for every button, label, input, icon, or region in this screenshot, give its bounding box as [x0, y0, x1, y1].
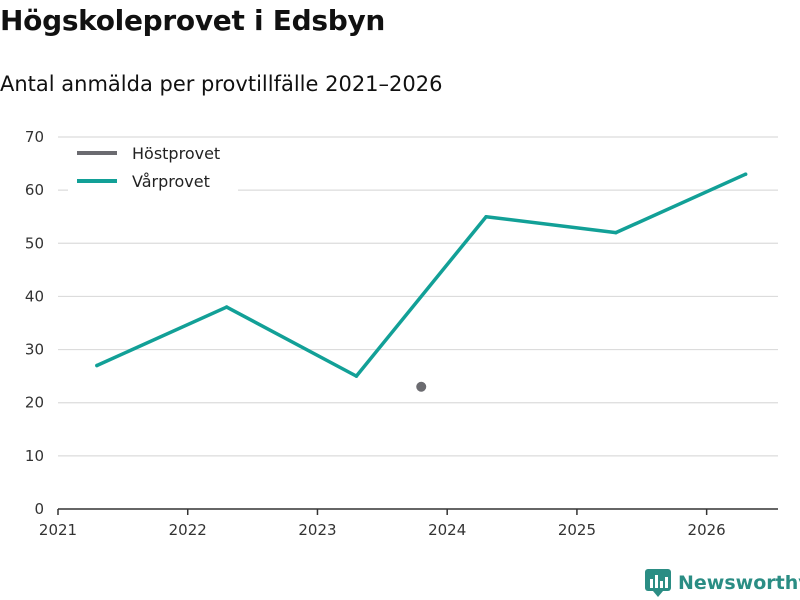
x-tick-label: 2022 [169, 521, 207, 539]
series-vårprovet [95, 172, 748, 378]
data-point [614, 230, 618, 235]
data-point [224, 305, 229, 309]
x-tick-label: 2025 [558, 521, 596, 539]
legend: Höstprovet Vårprovet [68, 138, 238, 198]
legend-label: Vårprovet [132, 172, 210, 191]
x-tick-label: 2023 [298, 521, 336, 539]
chart-title: Högskoleprovet i Edsbyn [0, 4, 386, 37]
data-point [484, 214, 488, 219]
series-layer [95, 172, 748, 392]
data-point [354, 374, 359, 378]
y-tick-label: 40 [25, 287, 44, 305]
y-axis-ticks: 0 10 20 30 40 50 60 70 [25, 128, 44, 518]
y-tick-label: 50 [25, 234, 44, 252]
data-point [743, 172, 748, 176]
y-tick-label: 60 [25, 181, 44, 199]
y-tick-label: 10 [25, 447, 44, 465]
legend-label: Höstprovet [132, 144, 220, 163]
newsworthy-logo-icon [645, 569, 671, 597]
x-axis: 2021 2022 2023 2024 2025 2026 [39, 508, 778, 539]
x-tick-label: 2026 [688, 521, 726, 539]
series-line [95, 172, 748, 378]
newsworthy-brand: Newsworthy [644, 568, 800, 598]
legend-box [68, 138, 238, 198]
y-tick-label: 0 [34, 500, 44, 518]
chart-subtitle: Antal anmälda per provtillfälle 2021–202… [0, 72, 443, 96]
data-point [95, 363, 99, 368]
series-höstprovet [416, 381, 427, 392]
data-point [416, 381, 427, 392]
y-tick-label: 70 [25, 128, 44, 146]
y-tick-label: 30 [25, 341, 44, 359]
y-tick-label: 20 [25, 394, 44, 412]
x-tick-label: 2024 [428, 521, 466, 539]
x-tick-label: 2021 [39, 521, 77, 539]
brand-name: Newsworthy [678, 572, 800, 594]
